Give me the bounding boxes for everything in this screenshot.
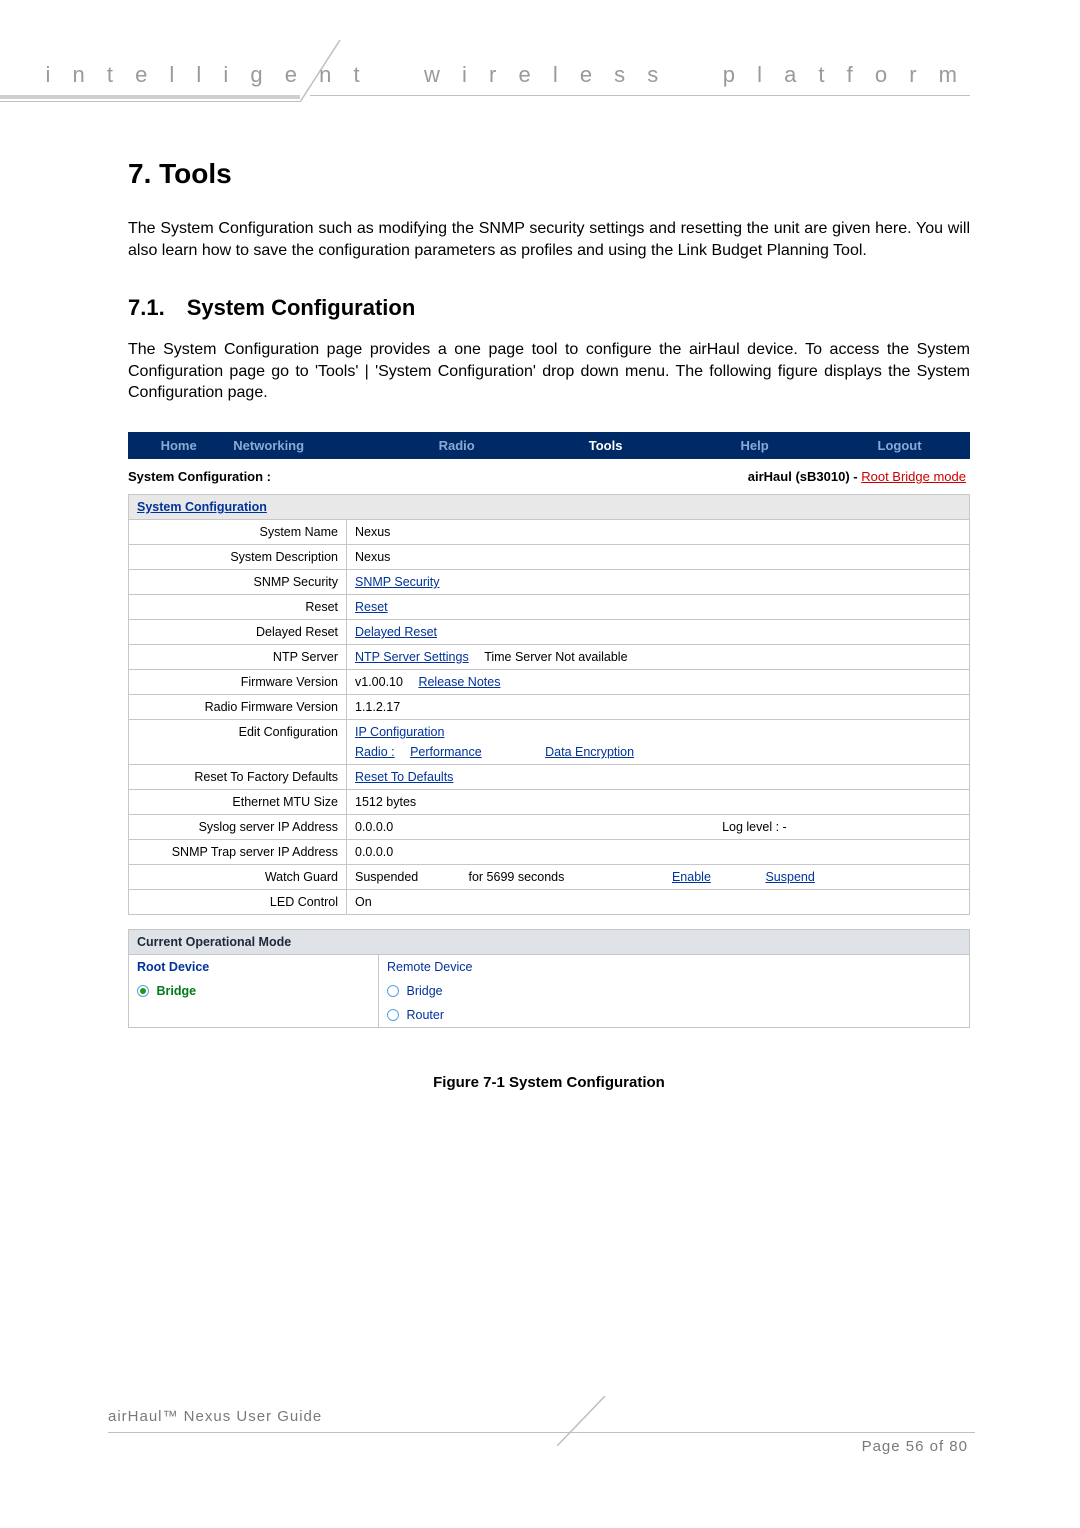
subheader-title: System Configuration : [128, 469, 271, 484]
delayed-reset-link[interactable]: Delayed Reset [355, 625, 437, 639]
system-config-screenshot: Home Networking Radio Tools Help Logout … [128, 432, 970, 1028]
config-section-header: System Configuration [129, 494, 970, 519]
row-led-control: LED Control On [129, 889, 970, 914]
label-reset-defaults: Reset To Factory Defaults [129, 764, 347, 789]
page-footer: airHaul™ Nexus User Guide Page 56 of 80 [0, 1414, 1080, 1464]
ip-configuration-link[interactable]: IP Configuration [355, 725, 444, 739]
row-reset: Reset Reset [129, 594, 970, 619]
value-snmp-trap-ip: 0.0.0.0 [347, 839, 970, 864]
reset-to-defaults-link[interactable]: Reset To Defaults [355, 770, 453, 784]
remote-bridge-option[interactable]: Bridge [406, 984, 442, 998]
device-model: airHaul (sB3010) [748, 469, 850, 484]
label-syslog-ip: Syslog server IP Address [129, 814, 347, 839]
row-system-name: System Name Nexus [129, 519, 970, 544]
menubar: Home Networking Radio Tools Help Logout [128, 432, 970, 459]
footer-guide-title: airHaul™ Nexus User Guide [108, 1408, 322, 1425]
menu-logout[interactable]: Logout [829, 432, 970, 459]
row-snmp-trap-ip: SNMP Trap server IP Address 0.0.0.0 [129, 839, 970, 864]
row-reset-defaults: Reset To Factory Defaults Reset To Defau… [129, 764, 970, 789]
footer-page-number: Page 56 of 80 [862, 1438, 968, 1455]
row-eth-mtu: Ethernet MTU Size 1512 bytes [129, 789, 970, 814]
config-table: System Configuration System Name Nexus S… [128, 494, 970, 915]
label-ntp-server: NTP Server [129, 644, 347, 669]
top-rule-right [310, 95, 970, 96]
menu-networking[interactable]: Networking [229, 432, 382, 459]
row-snmp-security: SNMP Security SNMP Security [129, 569, 970, 594]
label-eth-mtu: Ethernet MTU Size [129, 789, 347, 814]
menu-tools[interactable]: Tools [531, 432, 680, 459]
sub-paragraph: The System Configuration page provides a… [128, 339, 970, 404]
snmp-security-link[interactable]: SNMP Security [355, 575, 440, 589]
remote-bridge-radio[interactable] [387, 985, 399, 997]
label-watch-guard: Watch Guard [129, 864, 347, 889]
row-delayed-reset: Delayed Reset Delayed Reset [129, 619, 970, 644]
root-bridge-mode-link[interactable]: Root Bridge mode [861, 469, 966, 484]
footer-rule [108, 1432, 975, 1433]
device-sep: - [850, 469, 862, 484]
release-notes-link[interactable]: Release Notes [418, 675, 500, 689]
value-led-control: On [347, 889, 970, 914]
operational-mode-table: Current Operational Mode Root Device Rem… [128, 929, 970, 1028]
reset-link[interactable]: Reset [355, 600, 388, 614]
syslog-log-level: Log level : - [722, 820, 787, 834]
value-system-name: Nexus [347, 519, 970, 544]
root-device-label: Root Device [137, 960, 209, 974]
system-configuration-link[interactable]: System Configuration [137, 500, 267, 514]
subheader-device: airHaul (sB3010) - Root Bridge mode [748, 469, 966, 484]
remote-router-option[interactable]: Router [406, 1008, 444, 1022]
subsection-title: 7.1. System Configuration [128, 295, 970, 321]
menu-help[interactable]: Help [680, 432, 829, 459]
figure-caption: Figure 7-1 System Configuration [128, 1074, 970, 1091]
data-encryption-link[interactable]: Data Encryption [545, 745, 634, 759]
remote-router-radio[interactable] [387, 1009, 399, 1021]
row-syslog-ip: Syslog server IP Address 0.0.0.0 Log lev… [129, 814, 970, 839]
row-ntp-server: NTP Server NTP Server Settings Time Serv… [129, 644, 970, 669]
label-delayed-reset: Delayed Reset [129, 619, 347, 644]
menu-home[interactable]: Home [128, 432, 229, 459]
label-radio-fw-version: Radio Firmware Version [129, 694, 347, 719]
row-radio-fw-version: Radio Firmware Version 1.1.2.17 [129, 694, 970, 719]
watch-guard-duration: for 5699 seconds [468, 870, 668, 884]
label-system-name: System Name [129, 519, 347, 544]
value-radio-fw-version: 1.1.2.17 [347, 694, 970, 719]
label-snmp-trap-ip: SNMP Trap server IP Address [129, 839, 347, 864]
label-led-control: LED Control [129, 889, 347, 914]
root-bridge-option[interactable]: Bridge [156, 984, 196, 998]
remote-device-label: Remote Device [387, 960, 472, 974]
subheader: System Configuration : airHaul (sB3010) … [128, 459, 970, 494]
watch-guard-suspend-link[interactable]: Suspend [765, 870, 814, 884]
watch-guard-state: Suspended [355, 870, 465, 884]
intro-paragraph: The System Configuration such as modifyi… [128, 218, 970, 261]
label-system-description: System Description [129, 544, 347, 569]
label-snmp-security: SNMP Security [129, 569, 347, 594]
label-firmware-version: Firmware Version [129, 669, 347, 694]
row-edit-config: Edit Configuration IP Configuration Radi… [129, 719, 970, 764]
ntp-server-settings-link[interactable]: NTP Server Settings [355, 650, 469, 664]
watch-guard-enable-link[interactable]: Enable [672, 870, 762, 884]
value-eth-mtu: 1512 bytes [347, 789, 970, 814]
root-bridge-radio[interactable] [137, 985, 149, 997]
performance-link[interactable]: Performance [410, 745, 482, 759]
value-system-description: Nexus [347, 544, 970, 569]
row-system-description: System Description Nexus [129, 544, 970, 569]
row-watch-guard: Watch Guard Suspended for 5699 seconds E… [129, 864, 970, 889]
ntp-server-status: Time Server Not available [484, 650, 627, 664]
label-reset: Reset [129, 594, 347, 619]
footer-diagonal [557, 1396, 617, 1446]
value-firmware-version: v1.00.10 [355, 675, 403, 689]
operational-mode-header: Current Operational Mode [129, 929, 970, 954]
value-syslog-ip: 0.0.0.0 [355, 820, 719, 834]
header-tagline: i n t e l l i g e n t w i r e l e s s p … [46, 62, 965, 88]
page-content: 7. Tools The System Configuration such a… [128, 158, 970, 1091]
menu-radio[interactable]: Radio [382, 432, 531, 459]
radio-link[interactable]: Radio : [355, 745, 395, 759]
row-firmware-version: Firmware Version v1.00.10 Release Notes [129, 669, 970, 694]
top-rule-left [0, 95, 300, 102]
label-edit-config: Edit Configuration [129, 719, 347, 764]
section-title: 7. Tools [128, 158, 970, 190]
